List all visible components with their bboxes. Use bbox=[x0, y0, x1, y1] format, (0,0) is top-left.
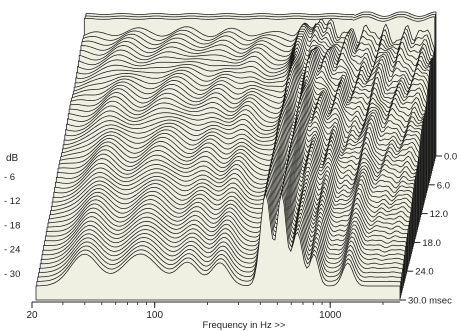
x-tick-label: 20 bbox=[26, 310, 38, 321]
x-axis: 20 100 1000 Frequency in Hz >> bbox=[26, 301, 400, 331]
z-tick-label: 12.0 bbox=[430, 209, 449, 220]
z-axis: 0.0 6.0 12.0 18.0 24.0 30.0 msec bbox=[400, 152, 457, 307]
decay-slice bbox=[35, 192, 401, 301]
y-tick-label: - 30 bbox=[4, 269, 20, 280]
z-tick-label: 0.0 bbox=[444, 152, 457, 163]
y-axis: dB - 6 - 12 - 18 - 24 - 30 bbox=[4, 153, 20, 280]
y-tick-label: - 18 bbox=[4, 220, 20, 231]
z-tick-label: 6.0 bbox=[437, 180, 450, 191]
y-tick-label: - 12 bbox=[4, 196, 20, 207]
x-tick-label: 100 bbox=[146, 310, 163, 321]
z-tick-label: 18.0 bbox=[422, 238, 441, 249]
z-tick-label: 24.0 bbox=[415, 267, 434, 278]
z-tick-label: 30.0 msec bbox=[408, 296, 452, 307]
x-tick-label: 1000 bbox=[319, 310, 342, 321]
x-axis-label: Frequency in Hz >> bbox=[203, 320, 286, 331]
y-axis-label: dB bbox=[6, 153, 19, 164]
waterfall-slices bbox=[35, 11, 437, 301]
y-tick-label: - 6 bbox=[4, 172, 15, 183]
y-tick-label: - 24 bbox=[4, 245, 20, 256]
